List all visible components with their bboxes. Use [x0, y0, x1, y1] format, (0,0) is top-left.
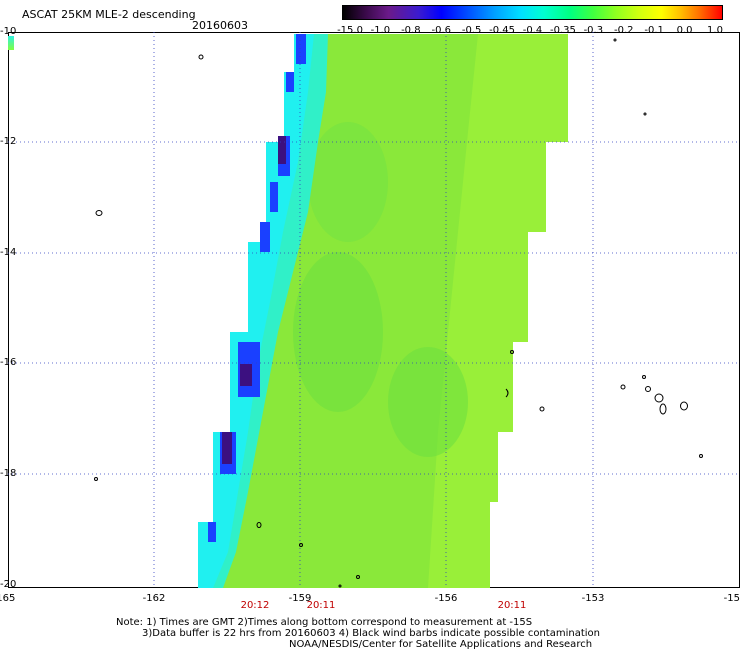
colorbar-tick-label: 0.0 [676, 25, 693, 36]
colorbar-tick-label: -0.3 [583, 25, 604, 36]
colorbar-tick-label: -15.0 [337, 25, 363, 36]
island-outlines [94, 38, 703, 588]
x-axis-tick-label: -165 [0, 593, 16, 604]
y-axis-tick-label: -16 [0, 357, 17, 368]
colorbar-tick-label: -0.2 [613, 25, 634, 36]
colorbar-tick-label: -0.4 [522, 25, 543, 36]
map-title: ASCAT 25KM MLE-2 descending [22, 8, 196, 21]
y-axis-tick-label: -10 [0, 26, 17, 37]
pass-time-label: 20:12 [240, 600, 270, 611]
colorbar [342, 5, 723, 20]
swath-east-band [428, 34, 568, 588]
note-line-3: NOAA/NESDIS/Center for Satellite Applica… [289, 639, 593, 650]
colorbar-tick-label: -1.0 [370, 25, 391, 36]
legend-swatch [8, 36, 14, 50]
map-plot [8, 32, 740, 588]
swath-purple-edge [222, 136, 286, 464]
y-axis-tick-label: -14 [0, 247, 17, 258]
x-axis-tick-label: -156 [434, 593, 458, 604]
map-date: 20160603 [192, 19, 248, 32]
swath-patch [308, 122, 388, 242]
pass-time-label: 20:11 [497, 600, 527, 611]
x-axis-tick-label: -159 [288, 593, 312, 604]
colorbar-tick-label: -0.8 [401, 25, 421, 36]
x-axis-tick-label: -150 [723, 593, 740, 604]
graticule [8, 32, 740, 588]
note-line-1: Note: 1) Times are GMT 2)Times along bot… [116, 617, 533, 628]
colorbar-tick-label: -0.1 [644, 25, 664, 36]
pass-time-label: 20:11 [306, 600, 336, 611]
colorbar-tick-label: -0.45 [489, 25, 516, 36]
colorbar-tick-label: -0.5 [461, 25, 482, 36]
x-axis-tick-label: -153 [581, 593, 605, 604]
colorbar-tick-label: -0.6 [431, 25, 452, 36]
colorbar-tick-label: -0.35 [549, 25, 576, 36]
swath-patch [388, 347, 468, 457]
y-axis-tick-label: -12 [0, 136, 17, 147]
colorbar-tick-label: 1.0 [707, 25, 723, 36]
y-axis-tick-label: -20 [0, 579, 17, 590]
x-axis-tick-label: -162 [142, 593, 166, 604]
y-axis-tick-label: -18 [0, 468, 17, 479]
note-line-2: 3)Data buffer is 22 hrs from 20160603 4)… [142, 628, 600, 639]
swath-patch [293, 252, 383, 412]
